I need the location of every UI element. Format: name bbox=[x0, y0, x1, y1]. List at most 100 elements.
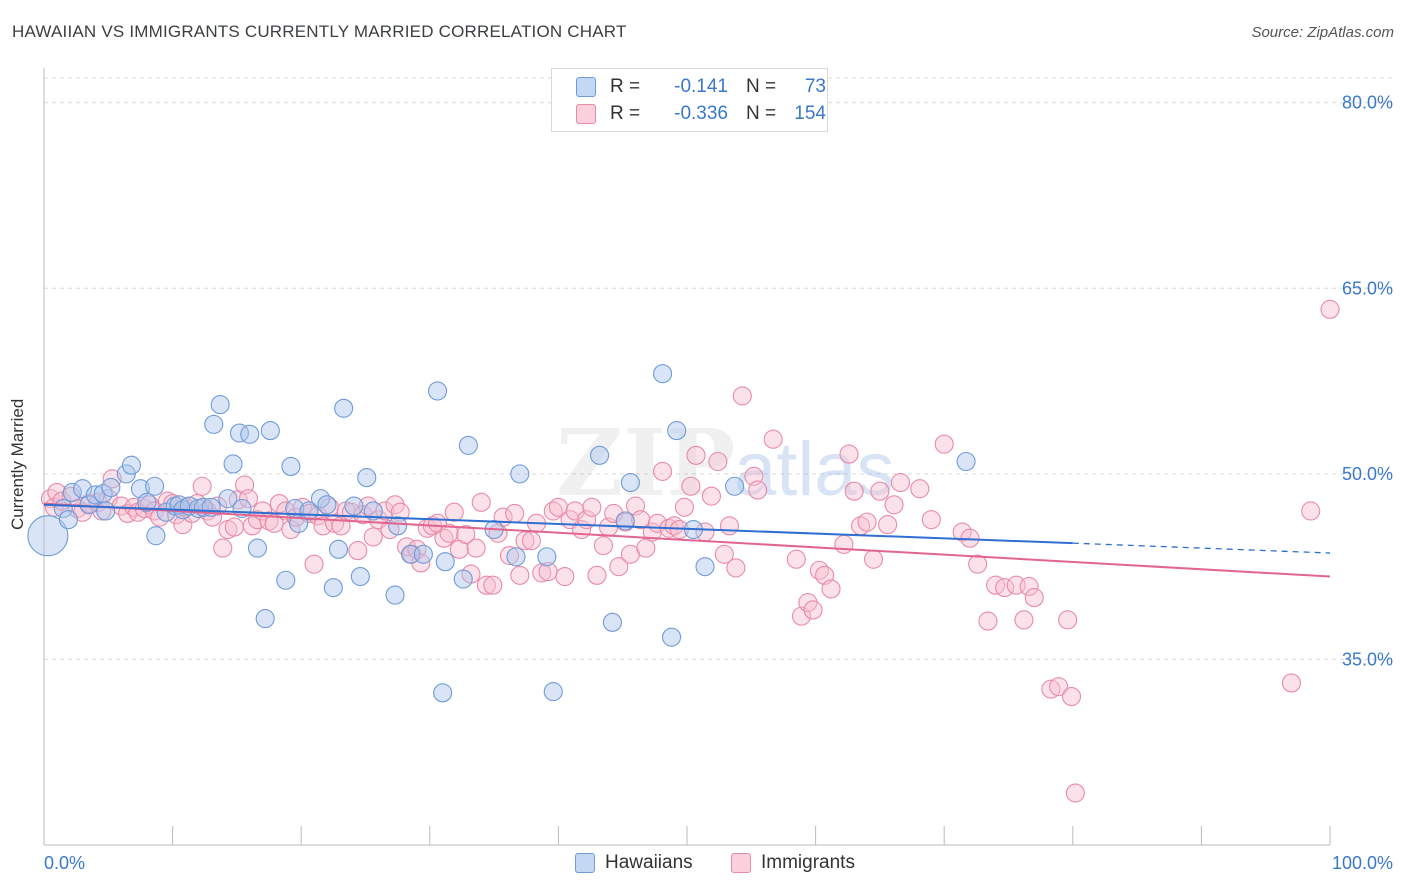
hawaiians-point bbox=[276, 570, 296, 590]
immigrants-point bbox=[1058, 610, 1078, 630]
immigrants-point bbox=[701, 486, 721, 506]
immigrants-point bbox=[505, 503, 525, 524]
immigrants-point bbox=[1049, 677, 1069, 697]
immigrants-point bbox=[839, 444, 859, 464]
immigrants-point bbox=[884, 495, 904, 515]
hawaiians-point bbox=[281, 456, 301, 476]
immigrants-point bbox=[653, 461, 673, 481]
hawaiians-point bbox=[413, 544, 433, 564]
hawaiians-trend-line bbox=[43, 503, 1073, 545]
hawaiians-point bbox=[433, 683, 453, 703]
immigrants-point bbox=[786, 549, 806, 569]
immigrants-point bbox=[921, 510, 941, 530]
immigrants-point bbox=[456, 524, 476, 545]
hawaiians-point bbox=[458, 435, 478, 455]
immigrants-point bbox=[1014, 610, 1034, 630]
immigrants-point bbox=[890, 472, 911, 493]
hawaiians-point bbox=[146, 526, 166, 546]
y-tick-label: 65.0% bbox=[1342, 278, 1393, 298]
hawaiians-point bbox=[620, 472, 640, 493]
immigrants-point bbox=[499, 545, 520, 566]
immigrants-point bbox=[587, 565, 607, 585]
hawaiians-point bbox=[145, 476, 165, 496]
immigrants-point bbox=[910, 479, 930, 499]
hawaiians-point bbox=[204, 414, 224, 434]
hawaiians-point bbox=[240, 424, 260, 444]
hawaiians-label: Hawaiians bbox=[605, 852, 693, 873]
hawaiians-point bbox=[956, 451, 976, 472]
immigrants-point bbox=[1320, 299, 1340, 319]
hawaiians-point bbox=[510, 464, 530, 484]
legend-row-hawaiians: R = -0.141 N = 73 bbox=[576, 75, 826, 99]
immigrants-point bbox=[471, 492, 491, 512]
immigrants-point bbox=[844, 481, 864, 501]
hawaiians-point bbox=[385, 585, 405, 605]
x-tick-label-min: 0.0% bbox=[44, 853, 85, 873]
hawaiians-point bbox=[725, 476, 745, 496]
immigrants-point bbox=[1019, 576, 1039, 596]
immigrants-point bbox=[476, 575, 496, 595]
trend-lines bbox=[43, 502, 1331, 578]
hawaiians-swatch bbox=[575, 853, 595, 873]
immigrants-point bbox=[732, 386, 752, 406]
immigrants-point bbox=[510, 565, 530, 585]
immigrants-point bbox=[582, 497, 602, 517]
hawaiians-point bbox=[255, 609, 275, 629]
hawaiians-point bbox=[543, 682, 563, 702]
immigrants-point bbox=[375, 501, 395, 521]
immigrants-point bbox=[213, 538, 233, 558]
hawaiians-point bbox=[27, 515, 69, 557]
legend-n-value: 154 bbox=[794, 103, 826, 124]
immigrants-point bbox=[821, 579, 841, 599]
immigrants-point bbox=[543, 501, 563, 521]
hawaiians-point bbox=[427, 381, 448, 401]
immigrants-point bbox=[521, 531, 541, 551]
hawaiians-point bbox=[121, 455, 141, 475]
hawaiians-point bbox=[210, 395, 230, 415]
immigrants-point bbox=[192, 476, 212, 496]
immigrants-point bbox=[952, 522, 972, 542]
tick-labels: 35.0% 50.0% 65.0% 80.0% 0.0% 100.0% bbox=[44, 93, 1393, 873]
legend-n-label: N = bbox=[746, 76, 777, 97]
immigrants-point bbox=[664, 516, 684, 536]
hawaiians-point bbox=[85, 485, 105, 505]
immigrants-point bbox=[978, 611, 998, 631]
immigrants-point bbox=[995, 578, 1015, 598]
x-tick-label-max: 100.0% bbox=[1332, 853, 1393, 873]
hawaiians-point bbox=[695, 557, 715, 577]
legend-r-label: R = bbox=[610, 76, 641, 97]
hawaiians-point bbox=[62, 482, 82, 502]
immigrants-point bbox=[674, 497, 694, 517]
immigrants-point bbox=[1041, 679, 1061, 699]
watermark-zip: ZIP bbox=[556, 409, 735, 517]
immigrants-swatch bbox=[731, 853, 751, 873]
watermark: ZIP atlas bbox=[556, 409, 895, 517]
hawaiians-swatch bbox=[576, 77, 596, 97]
legend-n-label: N = bbox=[746, 103, 777, 124]
immigrants-point bbox=[934, 434, 954, 454]
hawaiians-point bbox=[58, 510, 78, 530]
immigrants-point bbox=[726, 558, 746, 578]
stats-legend: R = -0.141 N = 73 R = -0.336 N = 154 bbox=[551, 68, 828, 132]
hawaiians-point bbox=[101, 477, 121, 498]
immigrants-point bbox=[686, 445, 706, 465]
hawaiians-trend-extension bbox=[1072, 542, 1331, 554]
immigrants-trend-line bbox=[43, 502, 1331, 578]
hawaiians-point bbox=[435, 552, 455, 572]
immigrants-point bbox=[444, 502, 464, 522]
hawaiians-point bbox=[602, 612, 622, 632]
legend-r-value: -0.336 bbox=[674, 103, 728, 124]
immigrants-label: Immigrants bbox=[761, 852, 855, 873]
hawaiians-point bbox=[667, 421, 687, 441]
immigrants-point bbox=[348, 541, 368, 561]
legend-row-immigrants: R = -0.336 N = 154 bbox=[576, 102, 826, 126]
immigrants-point bbox=[483, 575, 503, 595]
immigrants-point bbox=[870, 481, 890, 501]
immigrants-point bbox=[708, 451, 728, 472]
immigrants-point bbox=[439, 523, 459, 543]
immigrants-point bbox=[238, 489, 259, 509]
hawaiians-point bbox=[653, 364, 673, 384]
hawaiians-point bbox=[247, 538, 268, 558]
hawaiians-point bbox=[388, 516, 408, 536]
